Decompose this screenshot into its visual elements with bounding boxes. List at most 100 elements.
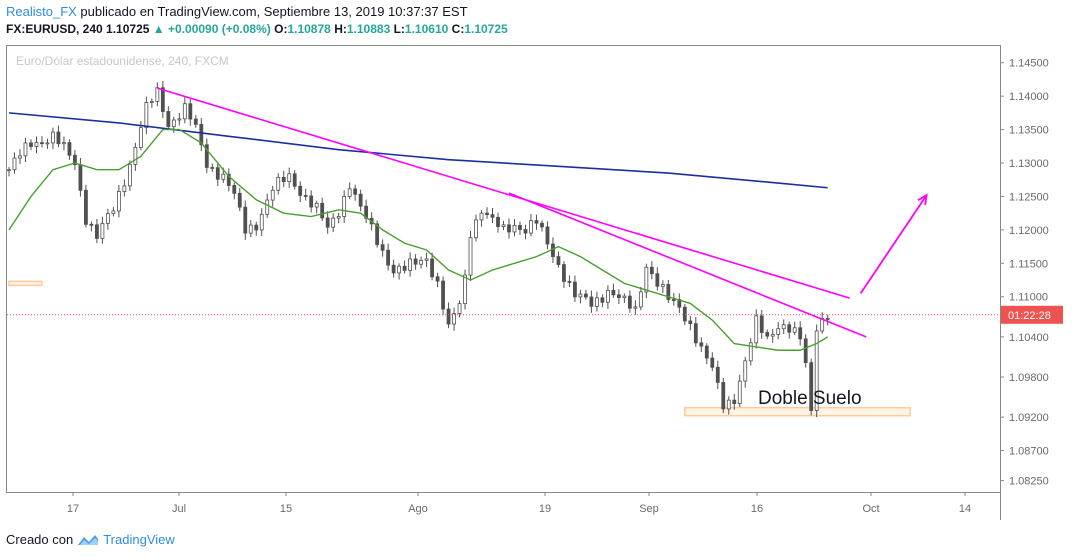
candle-body [127, 163, 132, 187]
candle-body [116, 191, 121, 212]
candle-body [397, 265, 402, 274]
tradingview-link[interactable]: TradingView [103, 532, 175, 547]
tradingview-logo-icon [78, 534, 99, 545]
candle-body [435, 276, 440, 282]
candle-body [182, 103, 187, 120]
candle-body [430, 258, 434, 278]
candle-body [457, 303, 462, 314]
candle-body [160, 87, 165, 112]
candle-body [391, 264, 396, 274]
high-label: H: [334, 22, 347, 36]
candle-body [627, 295, 632, 309]
low-value: 1.10610 [404, 22, 449, 36]
x-tick-label: 15 [280, 503, 292, 515]
candle-body [386, 249, 391, 266]
candle-body [375, 223, 380, 246]
candle-body [715, 366, 720, 383]
open-label: O: [274, 22, 288, 36]
candle-body [792, 327, 797, 333]
x-tick-label: 16 [751, 503, 763, 515]
candle-body [573, 281, 577, 298]
candle-body [710, 357, 715, 368]
candle-body [776, 328, 781, 335]
x-tick-label: 17 [67, 503, 79, 515]
candle-body [45, 142, 50, 145]
candle-body [419, 259, 423, 265]
candle-body [309, 195, 314, 208]
candle-body [34, 142, 39, 147]
candle-body [474, 219, 478, 239]
candle-body [78, 164, 83, 191]
symbol-label: FX:EURUSD, 240 [6, 22, 103, 36]
y-tick-label: 1.09800 [1009, 372, 1049, 384]
trendlines [157, 87, 928, 338]
chart-title: Euro/Dólar estadounidense, 240, FXCM [16, 54, 229, 68]
y-axis: 1.14500 1.14000 1.13500 1.13000 1.12500 1.120… [7, 58, 1063, 488]
candle-body [171, 119, 176, 128]
publish-text: publicado en TradingView.com, Septiembre… [76, 4, 468, 19]
candles [7, 81, 830, 418]
x-tick-label: Oct [862, 503, 879, 515]
annotation-doble-suelo: Doble Suelo [758, 388, 862, 409]
candle-body [798, 327, 803, 340]
footer: Creado con TradingView [6, 532, 175, 547]
support-zone [8, 280, 43, 287]
candle-body [100, 222, 105, 239]
symbol-info: FX:EURUSD, 240 1.10725 ▲ +0.00090 (+0.08… [6, 22, 508, 36]
y-tick-label: 1.10400 [1009, 332, 1049, 344]
y-tick-label: 1.08250 [1009, 476, 1049, 488]
candle-body [611, 289, 616, 296]
candle-body [501, 224, 506, 227]
candle-body [138, 127, 143, 148]
candle-body [507, 224, 511, 233]
candle-body [364, 205, 369, 219]
candle-body [540, 222, 544, 228]
candle-body [111, 210, 116, 214]
close-label: C: [451, 22, 465, 36]
x-tick-label: 14 [959, 503, 971, 515]
candle-body [704, 345, 709, 359]
candle-body [781, 324, 786, 330]
candle-body [73, 154, 77, 165]
author-link[interactable]: Realisto_FX [6, 4, 77, 19]
candle-body [578, 293, 583, 298]
candle-body [248, 224, 253, 234]
candle-body [765, 332, 770, 337]
candle-body [215, 167, 220, 180]
candle-body [721, 382, 726, 410]
y-tick-label: 1.13000 [1009, 158, 1049, 170]
candle-body [825, 318, 830, 320]
y-tick-label: 1.11000 [1009, 292, 1048, 304]
candle-body [7, 169, 11, 172]
candle-body [446, 308, 451, 325]
candle-body [523, 229, 528, 234]
candle-body [347, 188, 352, 197]
candle-body [226, 173, 231, 186]
candle-body [155, 87, 160, 102]
candle-body [814, 330, 819, 411]
candle-body [726, 399, 731, 410]
candle-body [292, 173, 297, 187]
candle-body [534, 220, 539, 224]
candle-body [545, 226, 550, 245]
publish-info: Realisto_FX publicado en TradingView.com… [6, 4, 468, 19]
y-tick-label: 1.14500 [1009, 58, 1049, 70]
candle-body [12, 157, 17, 171]
candle-body [342, 196, 347, 217]
candle-body [254, 224, 259, 231]
candle-body [693, 323, 698, 344]
candle-body [562, 264, 566, 282]
candle-body [281, 176, 286, 182]
candle-body [485, 212, 489, 216]
high-value: 1.10883 [346, 22, 391, 36]
candle-body [595, 297, 599, 307]
candle-body [743, 360, 748, 382]
candle-body [62, 142, 66, 145]
candle-body [490, 214, 495, 218]
candle-body [232, 185, 237, 194]
candle-body [605, 289, 610, 303]
trendline [157, 87, 850, 299]
candle-body [259, 213, 264, 231]
candle-body [287, 173, 292, 182]
